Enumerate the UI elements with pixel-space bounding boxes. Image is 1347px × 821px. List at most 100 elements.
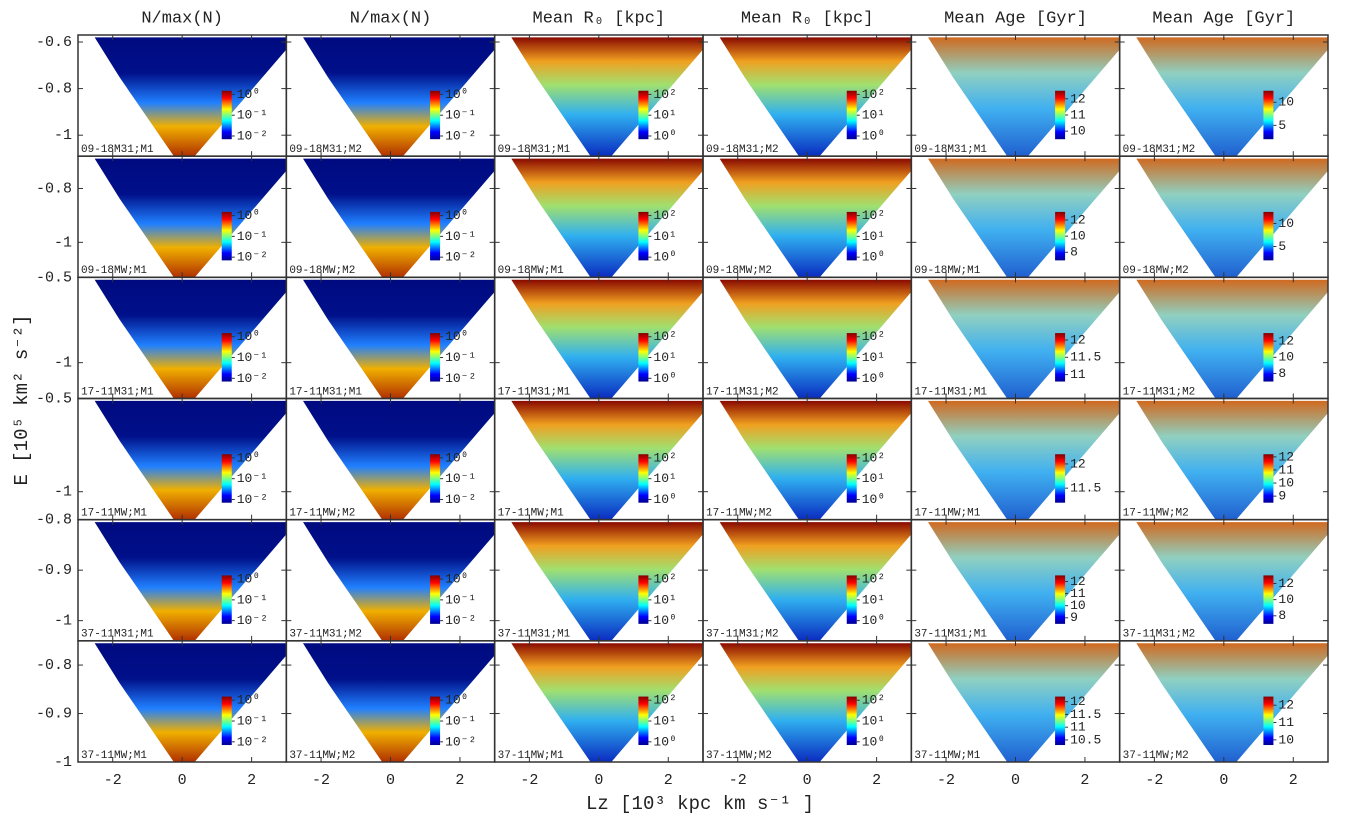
colorbar-tick-label: 10⁻² [237, 371, 268, 386]
colorbar-tick-label: 10⁰ [237, 208, 260, 223]
colorbar-tick-label: 10⁻² [445, 128, 476, 143]
populated-region [719, 37, 912, 157]
panel-label: 37-11M31;M2 [1123, 629, 1196, 641]
panel-label: 09-18MW;M1 [498, 265, 564, 277]
colorbar [221, 696, 232, 746]
y-tick-label: -0.8 [36, 657, 72, 674]
panel-label: 17-11MW;M1 [81, 508, 147, 520]
y-tick-label: -0.5 [36, 390, 72, 407]
x-axis-label: Lz [10³ kpc km s⁻¹ ] [586, 793, 814, 815]
colorbar-tick-label: 12 [1070, 332, 1086, 347]
colorbar-tick-label: 10⁰ [445, 329, 468, 344]
y-tick-label: -0.5 [36, 269, 72, 286]
colorbar [846, 454, 857, 503]
colorbar-tick-label: 10⁰ [237, 329, 260, 344]
y-tick-label: -1 [54, 484, 72, 501]
colorbar [221, 575, 232, 624]
colorbar [221, 454, 232, 503]
populated-region [511, 400, 703, 520]
colorbar-tick-label: 10⁻² [445, 613, 476, 628]
colorbar-tick-label: 12 [1278, 576, 1294, 591]
colorbar-tick-label: 10¹ [862, 713, 885, 728]
x-tick-label: -2 [937, 772, 955, 789]
colorbar [638, 696, 649, 746]
panel-title: Mean R₀ [kpc] [741, 9, 874, 28]
panel-title: Mean Age [Gyr] [944, 9, 1087, 28]
colorbar-tick-label: 12 [1278, 449, 1294, 464]
y-tick-label: -0.8 [36, 180, 72, 197]
colorbar [1055, 90, 1066, 140]
panel-title: Mean Age [Gyr] [1152, 9, 1295, 28]
colorbar-tick-label: 10⁰ [862, 128, 885, 143]
colorbar-tick-label: 10² [862, 87, 885, 102]
colorbar [846, 90, 857, 140]
colorbar [1263, 211, 1274, 261]
colorbar-tick-label: 11 [1278, 715, 1294, 730]
panel-label: 17-11MW;M1 [914, 508, 980, 520]
colorbar [1263, 696, 1274, 746]
colorbar-tick-label: 10⁻¹ [445, 471, 476, 486]
panel-label: 09-18M31;M1 [81, 144, 154, 156]
colorbar-tick-label: 10⁰ [445, 87, 468, 102]
panel-label: 17-11M31;M1 [498, 386, 571, 398]
populated-region [1136, 400, 1328, 520]
colorbar-tick-label: 8 [1070, 245, 1078, 260]
populated-region [303, 158, 495, 278]
colorbar-tick-label: 10² [653, 693, 676, 708]
colorbar-tick-label: 10⁰ [237, 693, 260, 708]
colorbar-tick-label: 10⁰ [653, 371, 676, 386]
x-tick-label: 2 [455, 772, 464, 789]
y-tick-label: -0.9 [36, 706, 72, 723]
colorbar [430, 211, 441, 261]
panel-label: 09-18M31;M2 [706, 144, 779, 156]
colorbar-tick-label: 11 [1070, 107, 1086, 122]
colorbar-tick-label: 10⁻¹ [237, 713, 268, 728]
populated-region [719, 522, 912, 641]
colorbar-tick-label: 10⁻¹ [445, 108, 476, 123]
panel-label: 09-18MW;M2 [1123, 265, 1189, 277]
colorbar-tick-label: 10¹ [653, 108, 676, 123]
colorbar-tick-label: 11.5 [1070, 707, 1101, 722]
populated-region [303, 522, 495, 641]
x-tick-label: 2 [1080, 772, 1089, 789]
colorbar-tick-label: 10¹ [862, 592, 885, 607]
colorbar-tick-label: 10⁻¹ [445, 350, 476, 365]
populated-region [719, 279, 912, 399]
colorbar-tick-label: 10⁰ [862, 613, 885, 628]
y-tick-label: -0.8 [36, 512, 72, 529]
colorbar-tick-label: 12 [1070, 574, 1086, 589]
colorbar-tick-label: 8 [1278, 608, 1286, 623]
colorbar-tick-label: 12 [1070, 91, 1086, 106]
panel-title: N/max(N) [141, 9, 223, 28]
colorbar [1263, 333, 1274, 382]
populated-region [1136, 158, 1328, 278]
colorbar-tick-label: 10⁰ [237, 450, 260, 465]
populated-region [94, 400, 287, 520]
x-tick-label: 2 [1289, 772, 1298, 789]
x-tick-label: 0 [178, 772, 187, 789]
y-tick-label: -1 [54, 355, 72, 372]
populated-region [1136, 37, 1328, 157]
populated-region [928, 37, 1120, 157]
colorbar-tick-label: 9 [1278, 489, 1286, 504]
populated-region [94, 522, 287, 641]
colorbar-tick-label: 10² [653, 572, 676, 587]
colorbar-tick-label: 10⁰ [445, 693, 468, 708]
colorbar-tick-label: 10⁰ [653, 734, 676, 749]
panel-label: 37-11M31;M2 [289, 629, 362, 641]
colorbar-tick-label: 10¹ [653, 713, 676, 728]
colorbar [638, 90, 649, 140]
panel-label: 17-11MW;M1 [498, 508, 564, 520]
colorbar-tick-label: 10⁰ [862, 250, 885, 265]
x-tick-label: -2 [520, 772, 538, 789]
colorbar-tick-label: 10² [862, 450, 885, 465]
colorbar-tick-label: 10 [1278, 732, 1294, 747]
colorbar-tick-label: 10⁰ [237, 87, 260, 102]
x-tick-label: 2 [664, 772, 673, 789]
panel-label: 09-18MW;M1 [914, 265, 980, 277]
colorbar-tick-label: 10⁻¹ [237, 350, 268, 365]
colorbar [221, 333, 232, 382]
populated-region [303, 400, 495, 520]
populated-region [928, 522, 1120, 641]
colorbar-tick-label: 10⁻² [237, 250, 268, 265]
